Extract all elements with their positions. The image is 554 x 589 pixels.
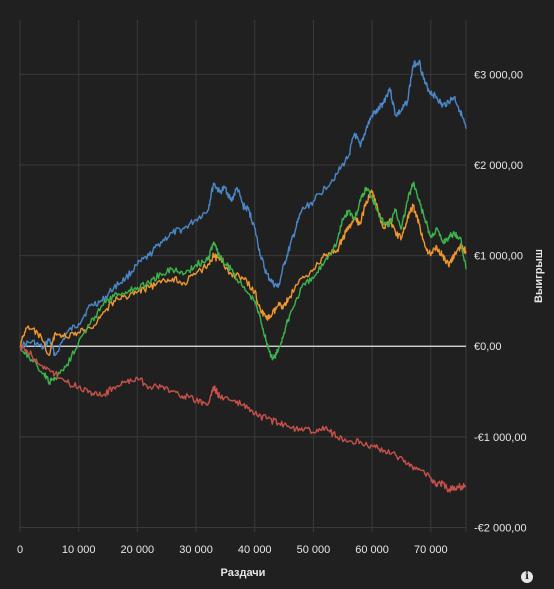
y-tick-label: €0,00 <box>474 341 502 353</box>
series-line-1 <box>19 59 467 357</box>
x-axis-title: Раздачи <box>221 567 266 579</box>
x-tick-label: 0 <box>17 544 23 556</box>
y-tick-label: €3 000,00 <box>474 69 523 81</box>
x-axis-ticks: 0 10 000 20 000 30 000 40 000 50 000 60 000 70 … <box>17 544 448 556</box>
series-group <box>19 59 467 493</box>
x-tick-label: 30 000 <box>179 544 213 556</box>
series-line-4 <box>19 345 467 493</box>
info-icon[interactable]: i <box>521 571 533 583</box>
x-tick-label: 40 000 <box>238 544 272 556</box>
y-axis-ticks: -€2 000,00 -€1 000,00 €0,00 €1 000,00 €2 000… <box>474 69 527 534</box>
series-line-3 <box>19 181 467 386</box>
x-tick-label: 60 000 <box>355 544 389 556</box>
x-tick-label: 20 000 <box>121 544 155 556</box>
x-tick-label: 50 000 <box>297 544 331 556</box>
series-line-2 <box>19 189 467 356</box>
grid <box>19 20 467 532</box>
y-tick-label: €2 000,00 <box>474 160 523 172</box>
y-tick-label: -€2 000,00 <box>474 522 527 534</box>
y-tick-label: -€1 000,00 <box>474 432 527 444</box>
y-tick-label: €1 000,00 <box>474 251 523 263</box>
x-tick-label: 70 000 <box>414 544 448 556</box>
y-axis-title: Выигрыш <box>533 249 545 303</box>
x-tick-label: 10 000 <box>62 544 96 556</box>
